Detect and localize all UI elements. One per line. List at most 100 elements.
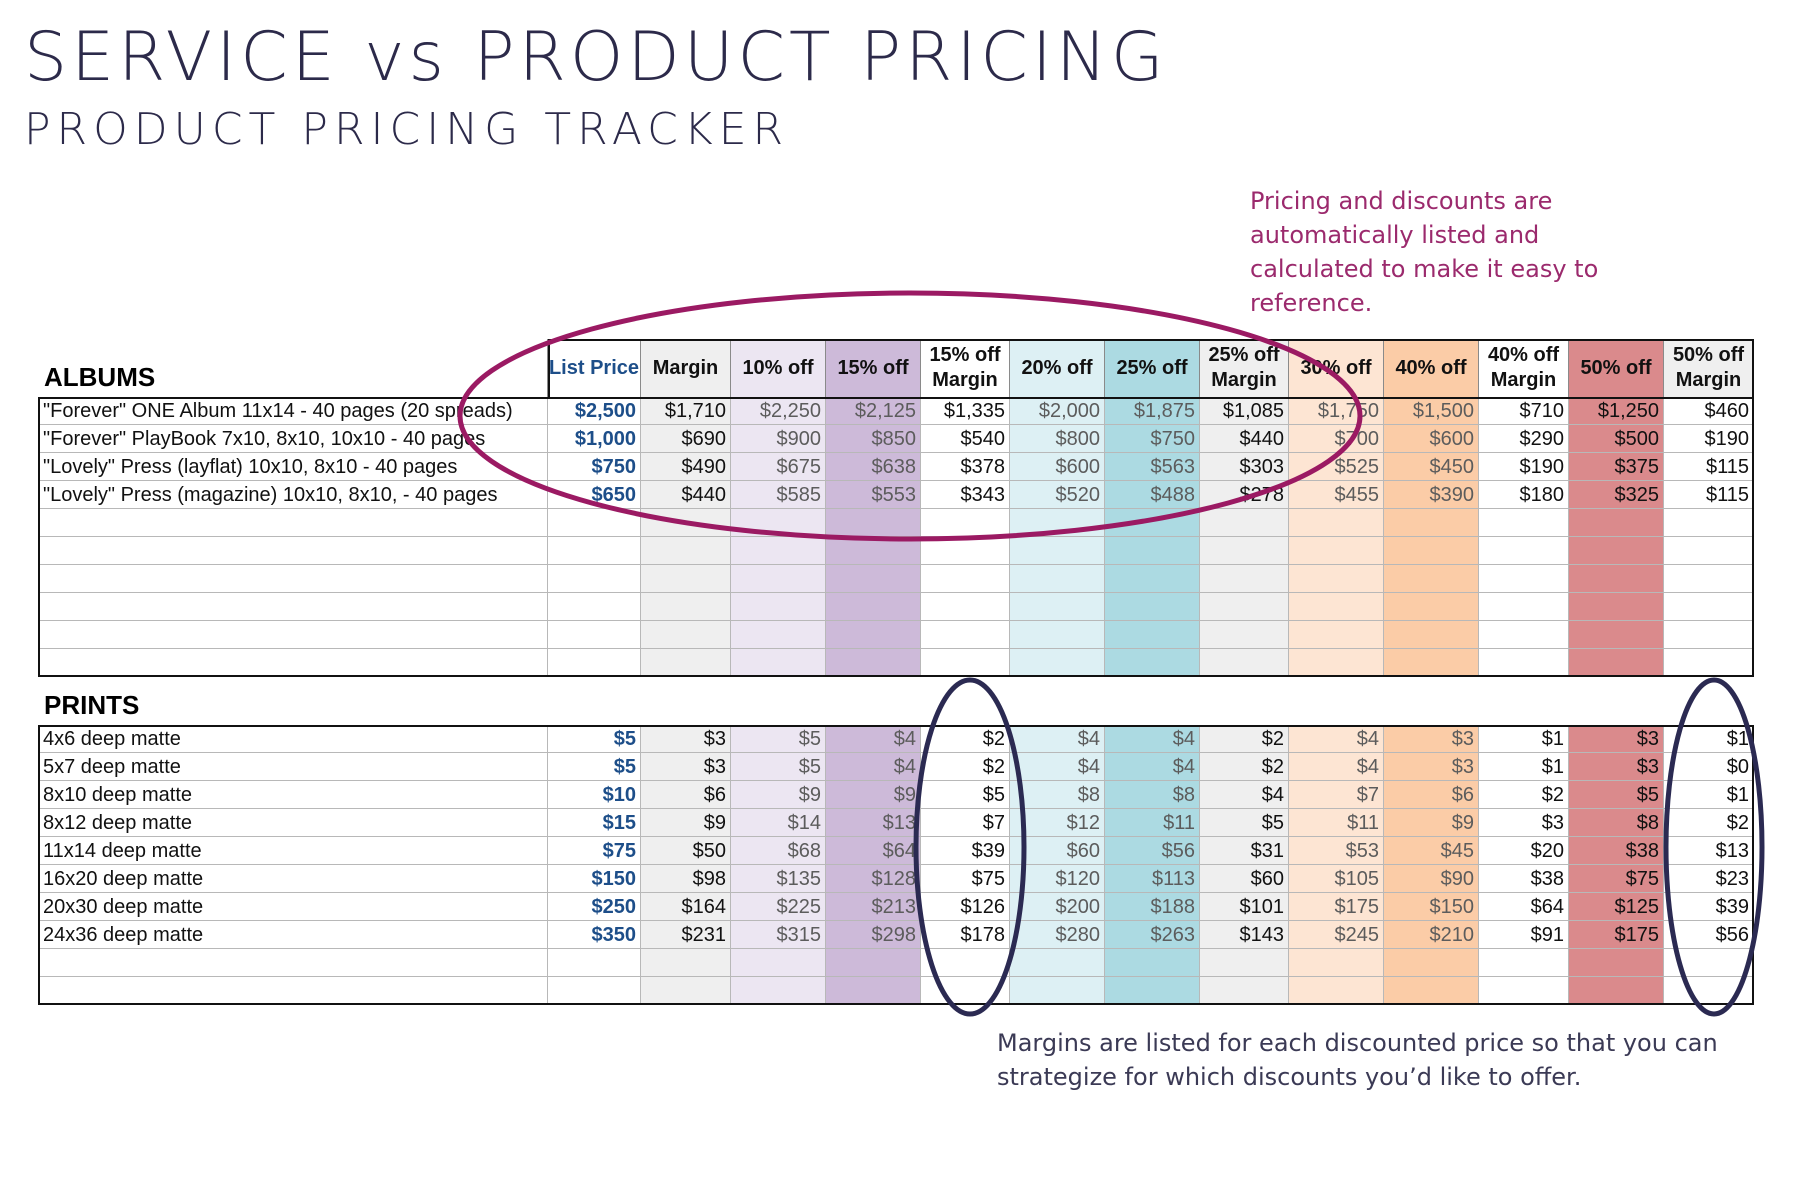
price-cell: $90 — [1384, 865, 1479, 893]
price-cell: $350 — [548, 921, 641, 949]
price-cell: $2 — [1200, 753, 1289, 781]
item-name — [38, 537, 548, 565]
price-cell — [1479, 949, 1569, 977]
table-row: 4x6 deep matte $5 $3 $5 $4 $2 $4 $4 $2 $4 $3 $1 $3 $1 — [38, 725, 1754, 753]
column-header: 50% off Margin — [1664, 339, 1754, 397]
price-cell: $1,500 — [1384, 397, 1479, 425]
price-cell: $488 — [1105, 481, 1200, 509]
price-cell — [1479, 537, 1569, 565]
price-cell: $4 — [1289, 753, 1384, 781]
column-header: 15% off — [826, 339, 921, 397]
table-row: 11x14 deep matte $75 $50 $68 $64 $39 $60 $56 $31… — [38, 837, 1754, 865]
price-cell: $38 — [1569, 837, 1664, 865]
price-cell: $190 — [1664, 425, 1754, 453]
price-cell: $68 — [731, 837, 826, 865]
price-cell — [1010, 977, 1105, 1005]
price-cell — [548, 593, 641, 621]
table-row: 24x36 deep matte $350 $231 $315 $298 $178 $280… — [38, 921, 1754, 949]
price-cell — [1664, 565, 1754, 593]
price-cell: $125 — [1569, 893, 1664, 921]
price-cell — [1010, 565, 1105, 593]
price-cell: $0 — [1664, 753, 1754, 781]
price-cell — [1289, 537, 1384, 565]
price-cell — [731, 977, 826, 1005]
item-name: "Forever" PlayBook 7x10, 8x10, 10x10 - 4… — [38, 425, 548, 453]
price-cell — [731, 537, 826, 565]
price-cell — [1105, 977, 1200, 1005]
price-cell: $2,250 — [731, 397, 826, 425]
albums-section-label: ALBUMS — [44, 362, 156, 392]
price-cell: $9 — [641, 809, 731, 837]
price-cell: $75 — [921, 865, 1010, 893]
column-header: 15% off Margin — [921, 339, 1010, 397]
price-cell: $143 — [1200, 921, 1289, 949]
price-cell — [1010, 537, 1105, 565]
price-cell: $1,335 — [921, 397, 1010, 425]
price-cell — [1384, 565, 1479, 593]
price-cell: $600 — [1384, 425, 1479, 453]
price-cell: $490 — [641, 453, 731, 481]
price-cell — [1569, 621, 1664, 649]
price-cell — [1200, 537, 1289, 565]
price-cell — [1010, 509, 1105, 537]
table-row: 5x7 deep matte $5 $3 $5 $4 $2 $4 $4 $2 $4 $3 $1 $3 $0 — [38, 753, 1754, 781]
price-cell: $4 — [1010, 725, 1105, 753]
price-cell: $13 — [1664, 837, 1754, 865]
price-cell: $38 — [1479, 865, 1569, 893]
price-cell: $3 — [1384, 753, 1479, 781]
price-cell — [1105, 649, 1200, 677]
price-cell: $1,750 — [1289, 397, 1384, 425]
column-header: 25% off — [1105, 339, 1200, 397]
item-name: 8x12 deep matte — [38, 809, 548, 837]
column-header: 20% off — [1010, 339, 1105, 397]
price-cell: $225 — [731, 893, 826, 921]
price-cell — [1664, 949, 1754, 977]
price-cell: $6 — [1384, 781, 1479, 809]
price-cell — [826, 649, 921, 677]
price-cell: $50 — [641, 837, 731, 865]
table-row: "Forever" ONE Album 11x14 - 40 pages (20… — [38, 397, 1754, 425]
price-cell: $20 — [1479, 837, 1569, 865]
price-cell — [548, 537, 641, 565]
price-cell: $91 — [1479, 921, 1569, 949]
price-cell — [1289, 977, 1384, 1005]
price-cell: $378 — [921, 453, 1010, 481]
table-row — [38, 949, 1754, 977]
price-cell: $4 — [1289, 725, 1384, 753]
price-cell: $120 — [1010, 865, 1105, 893]
price-cell: $10 — [548, 781, 641, 809]
price-cell — [1479, 565, 1569, 593]
price-cell — [1664, 593, 1754, 621]
price-cell: $3 — [641, 753, 731, 781]
price-cell: $115 — [1664, 453, 1754, 481]
price-cell: $45 — [1384, 837, 1479, 865]
price-cell — [1289, 565, 1384, 593]
price-cell: $263 — [1105, 921, 1200, 949]
price-cell — [1479, 509, 1569, 537]
price-cell: $7 — [921, 809, 1010, 837]
price-cell: $164 — [641, 893, 731, 921]
table-row — [38, 593, 1754, 621]
price-cell: $325 — [1569, 481, 1664, 509]
price-cell — [1200, 593, 1289, 621]
price-cell: $5 — [731, 753, 826, 781]
price-cell — [1010, 949, 1105, 977]
price-cell: $190 — [1479, 453, 1569, 481]
price-cell: $8 — [1105, 781, 1200, 809]
item-name: 20x30 deep matte — [38, 893, 548, 921]
price-cell: $700 — [1289, 425, 1384, 453]
price-cell: $690 — [641, 425, 731, 453]
price-cell — [1479, 977, 1569, 1005]
price-cell: $98 — [641, 865, 731, 893]
price-cell: $135 — [731, 865, 826, 893]
price-cell — [1384, 949, 1479, 977]
price-cell — [731, 565, 826, 593]
price-cell: $2 — [1200, 725, 1289, 753]
price-cell: $900 — [731, 425, 826, 453]
table-row: 8x10 deep matte $10 $6 $9 $9 $5 $8 $8 $4 $7 $6 $2 $5… — [38, 781, 1754, 809]
price-cell: $1,875 — [1105, 397, 1200, 425]
price-cell: $5 — [1569, 781, 1664, 809]
price-cell: $4 — [1105, 753, 1200, 781]
price-cell: $150 — [1384, 893, 1479, 921]
price-cell: $8 — [1569, 809, 1664, 837]
